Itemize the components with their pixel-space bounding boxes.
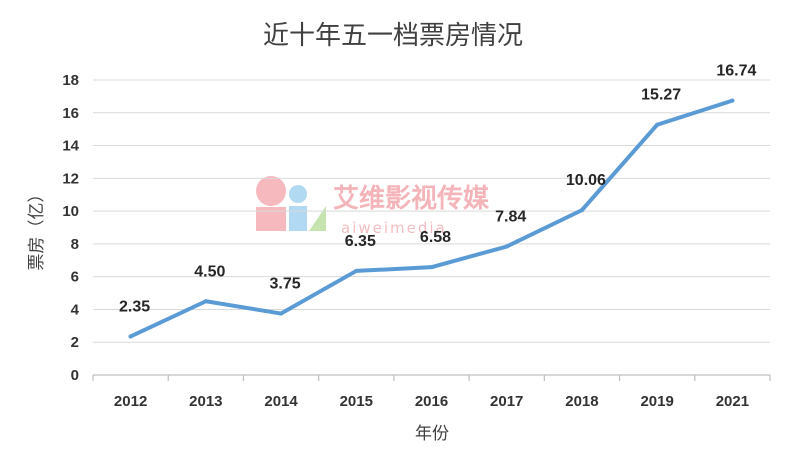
- x-tick-label: 2013: [189, 393, 222, 410]
- x-tick-label: 2016: [415, 393, 448, 410]
- y-tick-label: 0: [71, 367, 79, 384]
- y-tick-label: 4: [71, 301, 80, 318]
- data-point: [354, 268, 359, 273]
- watermark-logo-dot: [289, 185, 307, 203]
- data-labels: 2.35 4.50 3.75 6.35 6.58 7.84 10.06 15.27 16.74: [119, 63, 756, 316]
- data-label: 7.84: [495, 209, 526, 226]
- data-point: [279, 311, 284, 316]
- data-point: [203, 299, 208, 304]
- y-tick-label: 8: [71, 236, 79, 253]
- x-tick-label: 2012: [114, 393, 147, 410]
- data-point: [579, 208, 584, 213]
- x-tick-label: 2015: [340, 393, 373, 410]
- data-label: 15.27: [641, 87, 681, 104]
- data-point: [730, 98, 735, 103]
- data-label: 6.58: [420, 229, 451, 246]
- y-tick-label: 6: [71, 269, 79, 286]
- data-point: [655, 122, 660, 127]
- x-axis: 2012 2013 2014 2015 2016 2017 2018 2019 2021: [92, 374, 771, 410]
- x-tick-label: 2019: [640, 393, 673, 410]
- watermark: 艾维影视传媒 aiweimedia: [256, 176, 490, 237]
- watermark-logo-circle: [256, 176, 286, 206]
- data-point: [128, 334, 133, 339]
- data-label: 16.74: [716, 63, 756, 80]
- y-tick-label: 16: [62, 105, 79, 122]
- x-tick-label: 2017: [490, 393, 523, 410]
- y-tick-label: 10: [62, 203, 79, 220]
- data-label: 4.50: [194, 263, 225, 280]
- data-label: 6.35: [345, 233, 376, 250]
- x-tick-label: 2018: [565, 393, 598, 410]
- watermark-brand-cn: 艾维影视传媒: [333, 183, 490, 214]
- x-tick-label: 2021: [716, 393, 749, 410]
- y-tick-label: 18: [62, 72, 79, 89]
- x-axis-title: 年份: [415, 424, 449, 444]
- watermark-brand-en: aiweimedia: [341, 219, 447, 237]
- data-label: 3.75: [269, 276, 300, 293]
- x-tick-label: 2014: [264, 393, 298, 410]
- data-point: [429, 265, 434, 270]
- watermark-logo-block: [256, 207, 286, 231]
- y-tick-label: 12: [62, 170, 79, 187]
- watermark-logo-triangle: [309, 206, 326, 231]
- gridlines: [93, 79, 770, 343]
- y-axis-title: 票房（亿）: [27, 186, 47, 271]
- data-label: 2.35: [119, 298, 150, 315]
- y-tick-label: 14: [62, 138, 79, 155]
- data-label: 10.06: [566, 172, 606, 189]
- y-axis-ticks: 0 2 4 6 8 10 12 14 16 18: [62, 72, 79, 384]
- watermark-logo-bar: [289, 206, 307, 231]
- data-point: [504, 244, 509, 249]
- chart-title: 近十年五一档票房情况: [263, 21, 523, 51]
- y-tick-label: 2: [71, 334, 79, 351]
- series-group: [128, 98, 735, 339]
